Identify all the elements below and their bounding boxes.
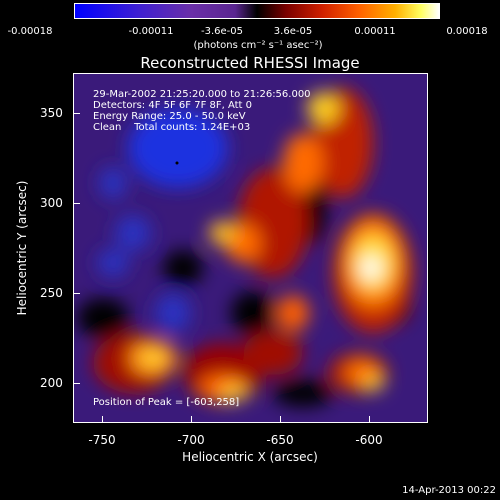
colorbar-tick: 0.00011 [354, 26, 396, 37]
ytick-mark [74, 203, 80, 204]
ytick-mark [74, 383, 80, 384]
colorbar-units: (photons cm⁻² s⁻¹ asec⁻²) [193, 40, 323, 51]
xtick-mark [369, 416, 370, 422]
colorbar-tick: -0.00011 [128, 26, 174, 37]
peak-position: Position of Peak = [-603,258] [93, 397, 240, 408]
colorbar-tick: -3.6e-05 [201, 26, 243, 37]
y-axis-label: Heliocentric Y (arcsec) [15, 180, 29, 316]
info-time: 29-Mar-2002 21:25:20.000 to 21:26:56.000 [93, 89, 311, 100]
rhessi-heatmap [73, 73, 428, 423]
rhessi-image [73, 73, 428, 423]
xtick-label: -600 [355, 433, 383, 447]
timestamp: 14-Apr-2013 00:22 [402, 485, 496, 496]
colorbar [74, 3, 440, 19]
xtick-label: -650 [266, 433, 294, 447]
xtick-label: -700 [177, 433, 205, 447]
peak-marker [175, 161, 179, 165]
ytick-label: 200 [40, 376, 63, 390]
x-axis-label: Heliocentric X (arcsec) [182, 450, 318, 464]
info-detectors: Detectors: 4F 5F 6F 7F 8F, Att 0 [93, 100, 253, 111]
xtick-label: -750 [88, 433, 116, 447]
xtick-mark [280, 416, 281, 422]
xtick-mark [102, 416, 103, 422]
xtick-mark [191, 416, 192, 422]
colorbar-tick: 3.6e-05 [273, 26, 313, 37]
colorbar-tick: -0.00018 [7, 26, 53, 37]
info-clean: Clean Total counts: 1.24E+03 [93, 122, 251, 133]
ytick-label: 250 [40, 286, 63, 300]
ytick-label: 300 [40, 196, 63, 210]
image-title: Reconstructed RHESSI Image [140, 54, 360, 72]
ytick-mark [74, 113, 80, 114]
ytick-label: 350 [40, 106, 63, 120]
info-energy: Energy Range: 25.0 - 50.0 keV [93, 111, 246, 122]
colorbar-tick: 0.00018 [446, 26, 488, 37]
plot-frame [73, 73, 428, 423]
ytick-mark [74, 293, 80, 294]
